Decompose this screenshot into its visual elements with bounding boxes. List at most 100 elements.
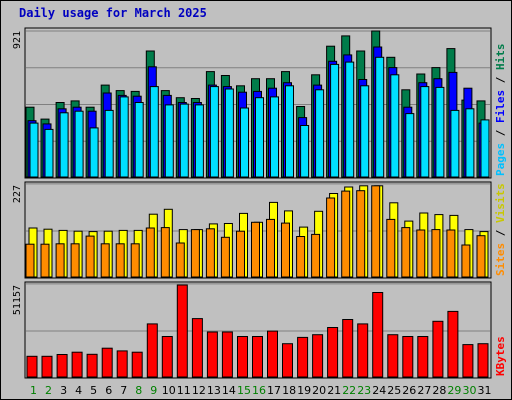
bar-sites-day-27: [416, 229, 426, 278]
bar-kbytes-day-1: [26, 355, 38, 378]
legend-segment: /: [494, 223, 507, 243]
bar-sites-day-30: [461, 244, 471, 278]
bar-pages-day-5: [89, 127, 99, 178]
bar-pages-day-26: [405, 113, 415, 178]
bar-kbytes-day-21: [327, 327, 339, 378]
bar-pages-day-28: [435, 86, 445, 178]
bar-kbytes-day-8: [131, 351, 143, 378]
bar-pages-day-1: [29, 122, 39, 178]
bar-pages-day-10: [164, 104, 174, 178]
bar-kbytes-day-18: [282, 343, 293, 378]
bar-pages-day-8: [134, 102, 144, 178]
bar-sites-day-21: [326, 197, 336, 278]
day-label-7: 7: [120, 384, 127, 397]
bar-sites-day-2: [40, 243, 50, 278]
bar-kbytes-day-24: [372, 292, 384, 378]
bar-kbytes-day-31: [477, 343, 489, 378]
legend-middle: Sites / Visits: [494, 183, 507, 276]
bar-sites-day-26: [401, 227, 411, 278]
day-label-10: 10: [162, 384, 176, 397]
bar-sites-day-13: [205, 228, 215, 278]
bar-kbytes-day-22: [342, 319, 354, 378]
day-label-30: 30: [463, 384, 477, 397]
day-label-9: 9: [150, 384, 157, 397]
bar-kbytes-day-5: [86, 353, 98, 378]
bar-sites-day-1: [25, 243, 35, 278]
legend-segment: Hits: [494, 44, 507, 71]
bar-kbytes-day-17: [267, 330, 278, 378]
bar-kbytes-day-28: [432, 320, 444, 378]
legend-segment: /: [494, 70, 507, 90]
day-label-14: 14: [222, 384, 236, 397]
bar-pages-day-19: [300, 125, 310, 178]
bar-kbytes-day-23: [357, 323, 369, 378]
bar-pages-day-25: [390, 74, 400, 178]
bar-pages-day-17: [270, 96, 279, 178]
day-label-12: 12: [192, 384, 206, 397]
bar-kbytes-day-15: [237, 336, 248, 378]
bar-pages-day-23: [360, 85, 370, 178]
bar-pages-day-21: [330, 63, 340, 178]
bar-pages-day-7: [119, 96, 129, 178]
day-label-19: 19: [297, 384, 311, 397]
bar-kbytes-day-25: [387, 334, 399, 378]
bar-kbytes-day-27: [417, 336, 429, 378]
bar-kbytes-day-12: [191, 318, 203, 378]
bar-sites-day-7: [115, 243, 125, 278]
bar-kbytes-day-19: [297, 336, 309, 378]
legend-bottom: KBytes: [494, 336, 507, 376]
day-label-21: 21: [327, 384, 341, 397]
bar-sites-day-3: [55, 243, 65, 278]
day-label-15: 15: [237, 384, 251, 397]
bar-pages-day-13: [209, 86, 219, 178]
day-label-16: 16: [252, 384, 266, 397]
bar-sites-day-17: [266, 218, 275, 278]
bar-pages-day-12: [194, 104, 204, 178]
bar-sites-day-15: [236, 230, 245, 278]
day-label-1: 1: [30, 384, 37, 397]
day-label-18: 18: [282, 384, 296, 397]
bar-sites-day-22: [341, 190, 351, 278]
bar-pages-day-27: [420, 86, 430, 178]
day-label-6: 6: [105, 384, 112, 397]
bar-sites-day-9: [145, 227, 155, 278]
day-label-8: 8: [135, 384, 142, 397]
day-label-4: 4: [75, 384, 82, 397]
bar-pages-day-11: [179, 103, 189, 178]
bar-sites-day-31: [476, 235, 486, 278]
bar-kbytes-day-10: [161, 336, 173, 378]
bar-kbytes-day-4: [71, 351, 83, 378]
legend-segment: Sites: [494, 243, 507, 276]
bar-sites-day-28: [431, 229, 441, 278]
bar-pages-day-3: [59, 112, 69, 178]
chart-title: Daily usage for March 2025: [19, 6, 207, 20]
bar-sites-day-6: [100, 243, 110, 278]
bar-kbytes-day-2: [41, 355, 53, 378]
bar-pages-day-24: [375, 56, 385, 178]
bar-sites-day-12: [190, 229, 200, 278]
day-label-25: 25: [387, 384, 401, 397]
bar-pages-day-20: [315, 89, 325, 178]
bar-pages-day-22: [345, 61, 355, 178]
bar-pages-day-2: [44, 128, 54, 178]
axis-max-label-kbytes: 51157: [12, 285, 23, 315]
bar-sites-day-4: [70, 243, 80, 278]
bar-pages-day-4: [74, 110, 84, 178]
day-label-11: 11: [177, 384, 191, 397]
bar-kbytes-day-3: [56, 354, 68, 378]
day-label-27: 27: [417, 384, 431, 397]
bar-kbytes-day-6: [101, 347, 113, 378]
bar-kbytes-day-14: [221, 331, 233, 378]
bar-pages-day-15: [240, 107, 249, 178]
bar-pages-day-14: [224, 88, 234, 178]
legend-segment: Files: [494, 90, 507, 123]
bar-kbytes-day-7: [116, 350, 128, 378]
day-label-22: 22: [342, 384, 356, 397]
bar-pages-day-29: [450, 109, 460, 178]
legend-segment: Visits: [494, 183, 507, 223]
day-label-2: 2: [45, 384, 52, 397]
bar-sites-day-16: [251, 221, 260, 278]
bar-sites-day-5: [85, 235, 95, 278]
